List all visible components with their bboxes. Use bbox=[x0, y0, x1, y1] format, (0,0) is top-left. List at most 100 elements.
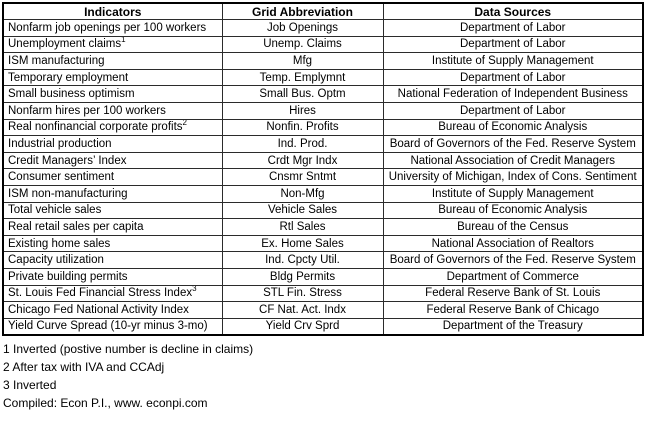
indicator-label: St. Louis Fed Financial Stress Index bbox=[8, 287, 193, 300]
indicator-label: Industrial production bbox=[8, 138, 112, 151]
source-cell: Department of the Treasury bbox=[382, 317, 644, 336]
source-cell: Federal Reserve Bank of St. Louis bbox=[382, 284, 644, 303]
indicator-cell: ISM non-manufacturing bbox=[2, 185, 223, 203]
source-cell: Federal Reserve Bank of Chicago bbox=[382, 301, 644, 319]
abbreviation-cell: Cnsmr Sntmt bbox=[221, 168, 384, 187]
footnote-marker: 2 bbox=[182, 119, 187, 128]
source-cell: Bureau of Economic Analysis bbox=[382, 118, 644, 137]
table-row: Chicago Fed National Activity Index CF N… bbox=[2, 301, 644, 319]
indicator-label: ISM non-manufacturing bbox=[8, 187, 128, 200]
source-cell: Department of Labor bbox=[382, 68, 644, 87]
table-row: Real retail sales per capita Rtl Sales B… bbox=[2, 218, 644, 236]
abbreviation-cell: Mfg bbox=[221, 52, 384, 70]
source-cell: Department of Labor bbox=[382, 102, 644, 120]
source-cell: Department of Commerce bbox=[382, 268, 644, 286]
abbreviation-cell: Bldg Permits bbox=[221, 268, 384, 286]
indicators-table: Indicators Grid Abbreviation Data Source… bbox=[2, 2, 644, 336]
source-cell: National Association of Credit Managers bbox=[382, 151, 644, 170]
indicator-label: Real nonfinancial corporate profits bbox=[8, 121, 183, 134]
indicator-label: Real retail sales per capita bbox=[8, 221, 144, 234]
indicator-label: Temporary employment bbox=[8, 71, 129, 84]
footnote-2: 2 After tax with IVA and CCAdj bbox=[3, 359, 165, 374]
indicator-label: Total vehicle sales bbox=[8, 204, 102, 217]
indicator-cell: Temporary employment bbox=[2, 68, 223, 87]
compiled-credit: Compiled: Econ P.I., www. econpi.com bbox=[3, 395, 208, 410]
indicator-label: Chicago Fed National Activity Index bbox=[8, 303, 189, 316]
footnote-marker: 1 bbox=[121, 36, 126, 45]
indicator-cell: Real nonfinancial corporate profits2 bbox=[2, 118, 223, 137]
abbreviation-cell: Small Bus. Optm bbox=[221, 85, 384, 104]
abbreviation-cell: Ind. Cpcty Util. bbox=[221, 251, 384, 269]
table-body: Nonfarm job openings per 100 workers Job… bbox=[2, 19, 644, 336]
table-row: Industrial production Ind. Prod. Board o… bbox=[2, 135, 644, 153]
indicator-cell: Industrial production bbox=[2, 135, 223, 153]
column-header-grid-abbreviation: Grid Abbreviation bbox=[221, 2, 384, 21]
table-row: Yield Curve Spread (10-yr minus 3-mo) Yi… bbox=[2, 317, 644, 336]
indicator-label: Nonfarm hires per 100 workers bbox=[8, 104, 166, 117]
source-cell: National Federation of Independent Busin… bbox=[382, 85, 644, 104]
table-row: Nonfarm job openings per 100 workers Job… bbox=[2, 19, 644, 37]
abbreviation-cell: STL Fin. Stress bbox=[221, 284, 384, 303]
table-header: Indicators Grid Abbreviation Data Source… bbox=[2, 2, 644, 21]
indicator-label: Private building permits bbox=[8, 270, 128, 283]
indicator-label: Credit Managers’ Index bbox=[8, 154, 127, 167]
indicator-cell: Yield Curve Spread (10-yr minus 3-mo) bbox=[2, 317, 223, 336]
abbreviation-cell: Temp. Emplymnt bbox=[221, 68, 384, 87]
indicator-label: Unemployment claims bbox=[8, 38, 122, 51]
abbreviation-cell: Nonfin. Profits bbox=[221, 118, 384, 137]
indicator-label: Yield Curve Spread (10-yr minus 3-mo) bbox=[8, 320, 208, 333]
abbreviation-cell: Hires bbox=[221, 102, 384, 120]
table-row: Consumer sentiment Cnsmr Sntmt Universit… bbox=[2, 168, 644, 187]
table-row: St. Louis Fed Financial Stress Index3 ST… bbox=[2, 284, 644, 303]
abbreviation-cell: Yield Crv Sprd bbox=[221, 317, 384, 336]
abbreviation-cell: Ind. Prod. bbox=[221, 135, 384, 153]
abbreviation-cell: Crdt Mgr Indx bbox=[221, 151, 384, 170]
indicator-label: Small business optimism bbox=[8, 88, 135, 101]
abbreviation-cell: Non-Mfg bbox=[221, 185, 384, 203]
source-cell: Bureau of the Census bbox=[382, 218, 644, 236]
source-cell: Bureau of Economic Analysis bbox=[382, 201, 644, 220]
abbreviation-cell: Ex. Home Sales bbox=[221, 234, 384, 253]
column-header-data-sources: Data Sources bbox=[382, 2, 644, 21]
footnote-3: 3 Inverted bbox=[3, 377, 57, 392]
abbreviation-cell: Unemp. Claims bbox=[221, 35, 384, 54]
table-row: Total vehicle sales Vehicle Sales Bureau… bbox=[2, 201, 644, 220]
table-row: Existing home sales Ex. Home Sales Natio… bbox=[2, 234, 644, 253]
table-row: Small business optimism Small Bus. Optm … bbox=[2, 85, 644, 104]
indicator-cell: St. Louis Fed Financial Stress Index3 bbox=[2, 284, 223, 303]
source-cell: Department of Labor bbox=[382, 19, 644, 37]
indicator-cell: Unemployment claims1 bbox=[2, 35, 223, 54]
source-cell: National Association of Realtors bbox=[382, 234, 644, 253]
table-row: Private building permits Bldg Permits De… bbox=[2, 268, 644, 286]
indicator-cell: Capacity utilization bbox=[2, 251, 223, 269]
indicator-cell: Nonfarm job openings per 100 workers bbox=[2, 19, 223, 37]
source-cell: Department of Labor bbox=[382, 35, 644, 54]
indicator-label: Existing home sales bbox=[8, 237, 111, 250]
indicator-label: ISM manufacturing bbox=[8, 55, 105, 68]
abbreviation-cell: Rtl Sales bbox=[221, 218, 384, 236]
table-row: Capacity utilization Ind. Cpcty Util. Bo… bbox=[2, 251, 644, 269]
source-cell: University of Michigan, Index of Cons. S… bbox=[382, 168, 644, 187]
indicator-cell: ISM manufacturing bbox=[2, 52, 223, 70]
abbreviation-cell: CF Nat. Act. Indx bbox=[221, 301, 384, 319]
indicator-cell: Consumer sentiment bbox=[2, 168, 223, 187]
table-row: Unemployment claims1 Unemp. Claims Depar… bbox=[2, 35, 644, 54]
indicator-cell: Small business optimism bbox=[2, 85, 223, 104]
indicator-label: Consumer sentiment bbox=[8, 171, 115, 184]
source-cell: Institute of Supply Management bbox=[382, 52, 644, 70]
indicator-label: Capacity utilization bbox=[8, 254, 104, 267]
table-row: ISM non-manufacturing Non-Mfg Institute … bbox=[2, 185, 644, 203]
table-row: Credit Managers’ Index Crdt Mgr Indx Nat… bbox=[2, 151, 644, 170]
table-row: Real nonfinancial corporate profits2 Non… bbox=[2, 118, 644, 137]
table-row: Temporary employment Temp. Emplymnt Depa… bbox=[2, 68, 644, 87]
table-row: Nonfarm hires per 100 workers Hires Depa… bbox=[2, 102, 644, 120]
indicator-cell: Real retail sales per capita bbox=[2, 218, 223, 236]
indicator-label: Nonfarm job openings per 100 workers bbox=[8, 21, 207, 34]
indicator-cell: Chicago Fed National Activity Index bbox=[2, 301, 223, 319]
indicator-cell: Private building permits bbox=[2, 268, 223, 286]
header-row: Indicators Grid Abbreviation Data Source… bbox=[2, 2, 644, 21]
table-row: ISM manufacturing Mfg Institute of Suppl… bbox=[2, 52, 644, 70]
footnote-1: 1 Inverted (postive number is decline in… bbox=[3, 341, 254, 356]
source-cell: Board of Governors of the Fed. Reserve S… bbox=[382, 251, 644, 269]
